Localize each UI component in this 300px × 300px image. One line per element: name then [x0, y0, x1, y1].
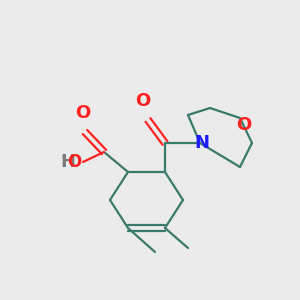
- Text: O: O: [67, 153, 81, 171]
- Text: O: O: [135, 92, 151, 110]
- Text: H: H: [60, 153, 75, 171]
- Text: O: O: [75, 104, 91, 122]
- Text: N: N: [194, 134, 209, 152]
- Text: O: O: [236, 116, 252, 134]
